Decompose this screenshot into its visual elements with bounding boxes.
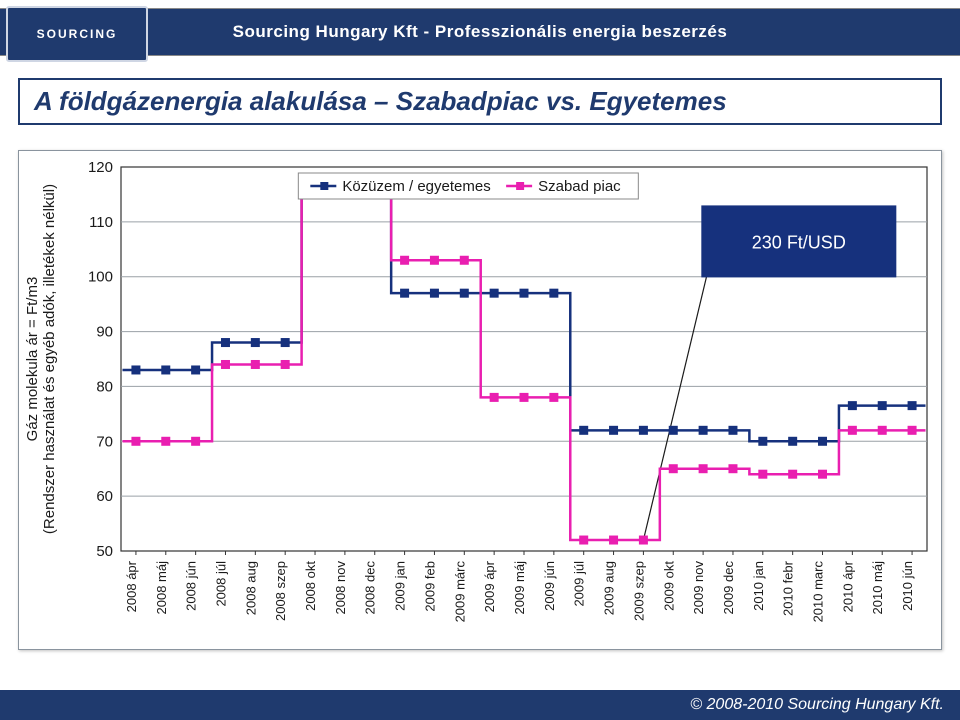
svg-text:2010 máj: 2010 máj: [870, 561, 885, 615]
svg-text:2009 aug: 2009 aug: [602, 561, 617, 615]
slide-title: A földgázenergia alakulása – Szabadpiac …: [34, 86, 727, 116]
company-logo: SOURCING: [6, 6, 148, 62]
header-title: Sourcing Hungary Kft - Professzionális e…: [233, 22, 728, 42]
svg-text:80: 80: [96, 378, 113, 395]
svg-text:2009 júl: 2009 júl: [572, 561, 587, 607]
svg-text:2008 aug: 2008 aug: [243, 561, 258, 615]
footer-bar: © 2008-2010 Sourcing Hungary Kft.: [0, 690, 960, 720]
svg-text:2009 jún: 2009 jún: [542, 561, 557, 611]
svg-text:(Rendszer használat és egyéb a: (Rendszer használat és egyéb adók, illet…: [41, 184, 58, 534]
svg-text:2008 okt: 2008 okt: [303, 561, 318, 611]
svg-text:Gáz molekula ár = Ft/m3: Gáz molekula ár = Ft/m3: [24, 277, 41, 442]
chart-container: 50 60 70 80 90 100 110 120 2008 ápr 2008 máj 2008 …: [18, 150, 942, 650]
svg-text:2009 máj: 2009 máj: [512, 561, 527, 615]
svg-text:60: 60: [96, 488, 113, 505]
svg-text:2009 szep: 2009 szep: [631, 561, 646, 621]
logo-text: SOURCING: [37, 27, 118, 41]
svg-text:2008 máj: 2008 máj: [154, 561, 169, 615]
svg-text:2009 márc: 2009 márc: [452, 561, 467, 623]
svg-text:2008 ápr: 2008 ápr: [124, 560, 139, 612]
svg-text:90: 90: [96, 324, 113, 341]
svg-text:2008 jún: 2008 jún: [184, 561, 199, 611]
svg-text:110: 110: [89, 214, 113, 231]
svg-text:2009 feb: 2009 feb: [422, 561, 437, 612]
svg-text:50: 50: [96, 543, 113, 560]
svg-text:2008 nov: 2008 nov: [333, 561, 348, 615]
svg-text:2010 ápr: 2010 ápr: [840, 560, 855, 612]
svg-text:2009 ápr: 2009 ápr: [482, 560, 497, 612]
svg-text:Közüzem / egyetemes: Közüzem / egyetemes: [342, 178, 490, 195]
svg-text:100: 100: [88, 269, 113, 286]
svg-text:Szabad piac: Szabad piac: [538, 178, 621, 195]
svg-text:2010 febr: 2010 febr: [781, 560, 796, 616]
svg-text:2008 szep: 2008 szep: [273, 561, 288, 621]
footer-copyright: © 2008-2010 Sourcing Hungary Kft.: [690, 696, 944, 714]
svg-text:70: 70: [96, 433, 113, 450]
svg-text:2009 dec: 2009 dec: [721, 561, 736, 615]
svg-text:2010 marc: 2010 marc: [811, 561, 826, 623]
svg-text:120: 120: [88, 159, 113, 176]
svg-text:2008 dec: 2008 dec: [363, 561, 378, 615]
slide-title-box: A földgázenergia alakulása – Szabadpiac …: [18, 78, 942, 125]
svg-text:2009 jan: 2009 jan: [393, 561, 408, 611]
svg-text:2008 júl: 2008 júl: [213, 561, 228, 607]
price-chart: 50 60 70 80 90 100 110 120 2008 ápr 2008 máj 2008 …: [19, 151, 943, 651]
svg-text:2009 nov: 2009 nov: [691, 561, 706, 615]
svg-text:230 Ft/USD: 230 Ft/USD: [752, 232, 846, 252]
svg-text:2010 jún: 2010 jún: [900, 561, 915, 611]
svg-text:2010 jan: 2010 jan: [751, 561, 766, 611]
svg-text:2009 okt: 2009 okt: [661, 561, 676, 611]
